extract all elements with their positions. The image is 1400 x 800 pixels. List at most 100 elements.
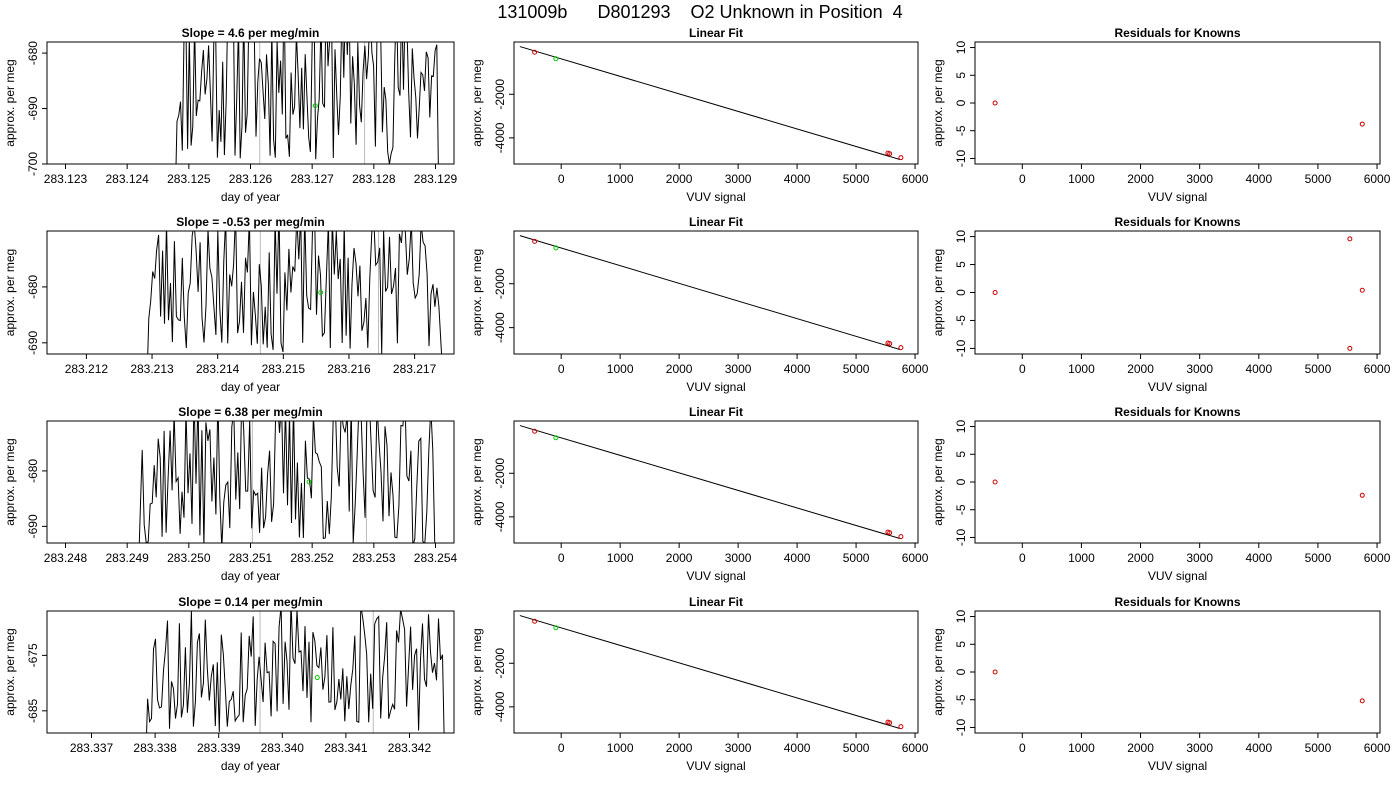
x-tick-label: 1000 xyxy=(607,362,634,376)
x-tick-label: 283.127 xyxy=(290,172,334,186)
x-tick-label: 283.124 xyxy=(105,172,149,186)
panel-r1-c2: Linear Fit 0 1000 2000 3000 4000 5000 6000 -2000… xyxy=(470,26,929,204)
panel-r3-c2: Linear Fit 0 1000 2000 3000 4000 5000 6000 -2000… xyxy=(470,405,929,583)
y-axis-label: approx. per meg xyxy=(470,59,484,146)
known-point xyxy=(898,534,904,540)
x-tick-label: 3000 xyxy=(1186,741,1213,755)
x-tick-label: 4000 xyxy=(784,741,811,755)
known-point xyxy=(887,530,893,536)
y-tick-label: -690 xyxy=(26,330,40,354)
x-axis-label: day of year xyxy=(221,190,280,204)
unknown-point xyxy=(553,435,559,441)
y-tick-label: -2000 xyxy=(493,458,507,489)
y-tick-label: 0 xyxy=(954,478,968,485)
panel-r3-c1: Slope = 6.38 per meg/min 283.248 283.249 28… xyxy=(3,405,458,583)
panel-title: Linear Fit xyxy=(689,405,743,419)
plot-area xyxy=(519,46,904,161)
y-tick-label: 5 xyxy=(954,261,968,268)
residual-point xyxy=(992,669,998,675)
x-tick-label: 283.342 xyxy=(388,741,432,755)
fit-line xyxy=(519,235,901,351)
y-tick-label: -4000 xyxy=(493,501,507,532)
y-tick-label: 5 xyxy=(954,641,968,648)
x-tick-label: 6000 xyxy=(1364,172,1391,186)
x-tick-label: 4000 xyxy=(1245,362,1272,376)
y-tick-label: 0 xyxy=(954,289,968,296)
x-tick-label: 283.339 xyxy=(197,741,241,755)
plot-frame xyxy=(46,41,455,165)
panel-title: Residuals for Knowns xyxy=(1114,595,1240,609)
panel-title: Linear Fit xyxy=(689,595,743,609)
residual-point xyxy=(992,290,998,295)
y-tick-label: 0 xyxy=(954,668,968,675)
y-tick-label: -690 xyxy=(26,96,40,120)
panel-title: Slope = 6.38 per meg/min xyxy=(178,405,322,419)
y-tick-label: -675 xyxy=(26,643,40,667)
x-tick-label: 6000 xyxy=(902,362,929,376)
plot-frame xyxy=(974,41,1381,165)
x-tick-label: 4000 xyxy=(784,551,811,565)
x-tick-label: 4000 xyxy=(1245,172,1272,186)
plot-area xyxy=(175,42,439,164)
residual-point xyxy=(992,479,998,485)
panel-r4-c1: Slope = 0.14 per meg/min 283.337 283.338 28… xyxy=(3,595,455,773)
y-tick-label: -5 xyxy=(954,315,968,326)
x-tick-label: 3000 xyxy=(1186,551,1213,565)
x-tick-label: 0 xyxy=(558,741,565,755)
known-point xyxy=(532,428,538,434)
plot-area xyxy=(992,236,1365,351)
plot-frame xyxy=(513,420,919,544)
x-tick-label: 2000 xyxy=(666,551,693,565)
plot-area xyxy=(992,669,1365,704)
x-axis-label: day of year xyxy=(221,759,280,773)
x-tick-label: 5000 xyxy=(1305,741,1332,755)
panel-r3-c3: Residuals for Knowns 0 1000 2000 3000 4000 500… xyxy=(931,405,1391,583)
x-axis-label: VUV signal xyxy=(686,380,745,394)
y-axis-label: approx. per meg xyxy=(931,438,945,525)
known-point xyxy=(532,238,538,244)
panel-title: Residuals for Knowns xyxy=(1114,26,1240,40)
plot-area xyxy=(519,425,904,540)
x-tick-label: 5000 xyxy=(1305,551,1332,565)
plot-area xyxy=(519,615,904,730)
x-tick-label: 283.129 xyxy=(414,172,458,186)
y-tick-label: -680 xyxy=(26,459,40,483)
y-axis-label: approx. per meg xyxy=(931,59,945,146)
x-tick-label: 1000 xyxy=(1068,362,1095,376)
y-tick-label: 10 xyxy=(954,230,968,244)
signal-trace xyxy=(147,231,443,354)
x-tick-label: 283.215 xyxy=(262,362,306,376)
known-point xyxy=(532,618,538,624)
x-tick-label: 0 xyxy=(558,362,565,376)
x-tick-label: 283.338 xyxy=(133,741,177,755)
residual-point xyxy=(1359,287,1365,293)
y-tick-label: -4000 xyxy=(493,122,507,153)
y-tick-label: -5 xyxy=(954,125,968,136)
y-tick-label: 10 xyxy=(954,610,968,624)
x-tick-label: 283.337 xyxy=(70,741,114,755)
residual-point xyxy=(1359,121,1365,127)
x-axis-label: VUV signal xyxy=(686,190,745,204)
plot-area xyxy=(519,235,904,351)
x-tick-label: 283.216 xyxy=(327,362,371,376)
plot-frame xyxy=(513,230,919,355)
x-tick-label: 6000 xyxy=(902,172,929,186)
mean-marker xyxy=(314,675,320,681)
y-tick-label: -2000 xyxy=(493,648,507,679)
x-tick-label: 0 xyxy=(1019,551,1026,565)
y-tick-label: -5 xyxy=(954,694,968,705)
fit-line xyxy=(519,46,901,161)
x-tick-label: 0 xyxy=(1019,741,1026,755)
known-point xyxy=(887,720,893,726)
x-tick-label: 283.123 xyxy=(44,172,88,186)
y-tick-label: -4000 xyxy=(493,691,507,722)
x-tick-label: 283.128 xyxy=(352,172,396,186)
x-axis-label: day of year xyxy=(221,380,280,394)
known-point xyxy=(898,724,904,730)
y-tick-label: -685 xyxy=(26,698,40,722)
x-tick-label: 4000 xyxy=(784,362,811,376)
plot-area xyxy=(992,100,1365,127)
x-tick-label: 6000 xyxy=(902,741,929,755)
signal-trace xyxy=(146,611,445,733)
x-tick-label: 3000 xyxy=(725,741,752,755)
